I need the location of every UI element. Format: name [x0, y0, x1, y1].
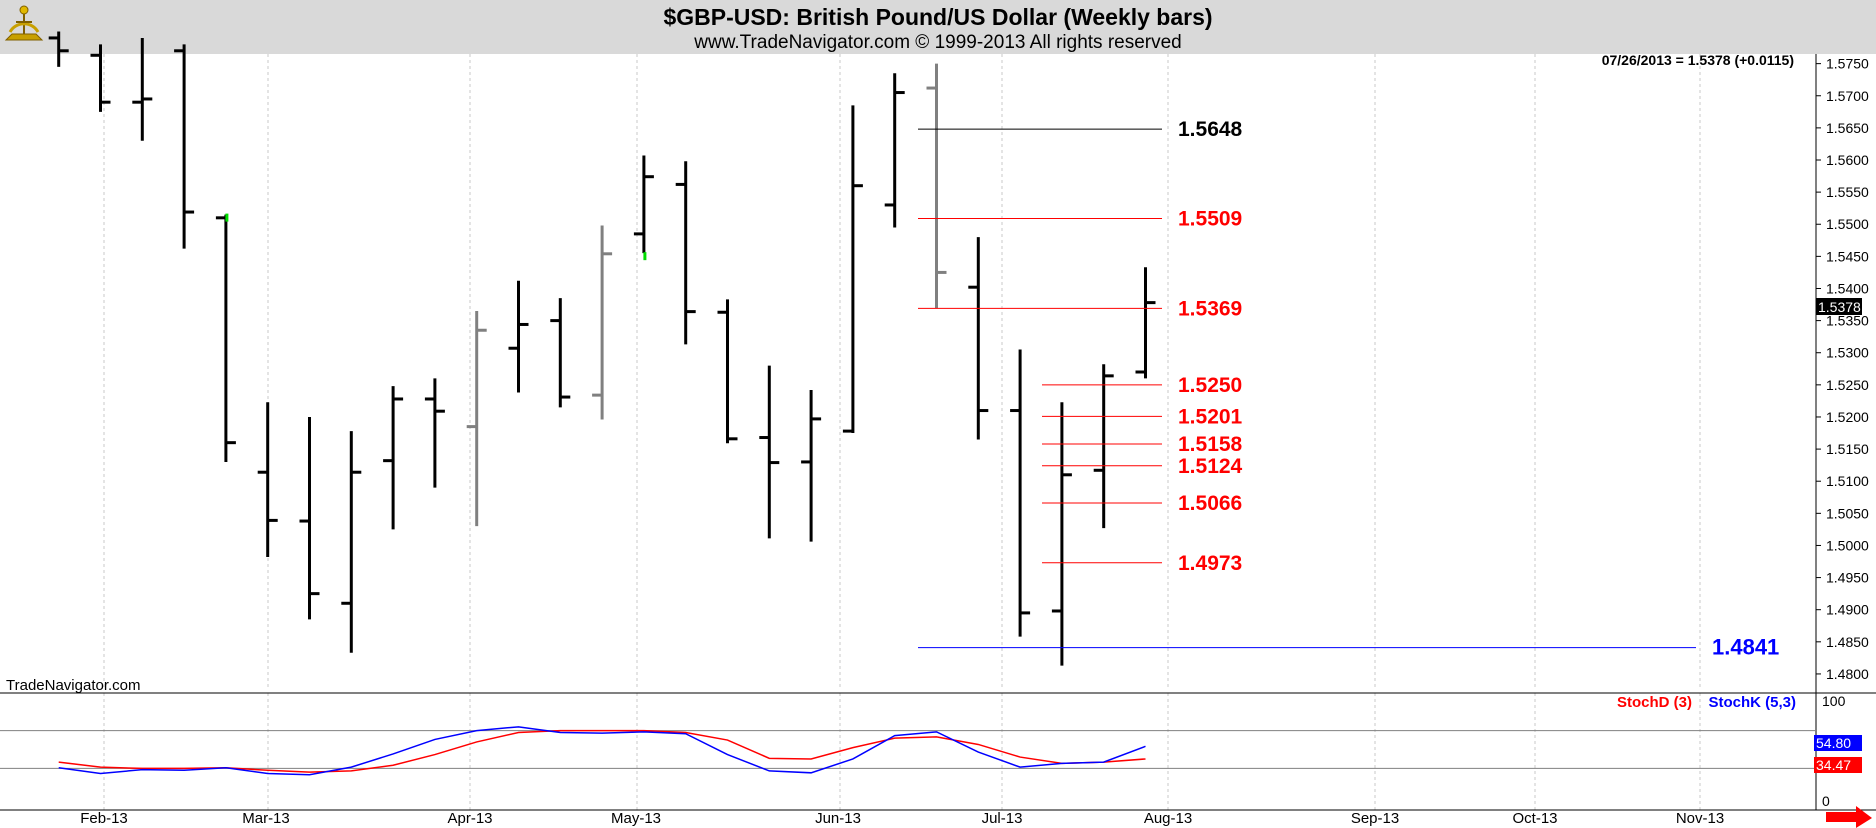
stochk-line	[58, 726, 1146, 776]
sextant-logo-icon	[4, 5, 44, 41]
date-axis-label: Feb-13	[80, 810, 128, 827]
stochk-legend: StochK (5,3)	[1708, 694, 1796, 711]
price-tick-label: 1.5000	[1826, 537, 1869, 553]
level-label: 1.5124	[1178, 455, 1243, 478]
last-price-tag: 1.5378	[1818, 299, 1861, 315]
stoch-tick-100: 100	[1822, 693, 1846, 709]
price-axis: 1.4800 1.4850 1.4900 1.4950 1.5000 1.5050 1.51…	[0, 54, 1876, 694]
date-axis-label: Nov-13	[1676, 810, 1724, 827]
price-tick-label: 1.5200	[1826, 409, 1869, 425]
price-tick-label: 1.4900	[1826, 602, 1869, 618]
level-label: 1.5250	[1178, 374, 1242, 397]
chart-header: $GBP-USD: British Pound/US Dollar (Weekl…	[0, 0, 1876, 54]
level-label: 1.5158	[1178, 433, 1243, 456]
price-bars	[48, 31, 1156, 666]
price-tick-label: 1.5300	[1826, 345, 1869, 361]
price-tick-label: 1.5150	[1826, 441, 1869, 457]
stochastic-panel	[0, 693, 1817, 810]
date-axis-label: Oct-13	[1512, 810, 1557, 827]
date-axis-label: Jun-13	[815, 810, 861, 827]
stoch-tick-0: 0	[1822, 793, 1830, 809]
price-tick-label: 1.5550	[1826, 184, 1869, 200]
level-label: 1.5648	[1178, 118, 1243, 141]
price-tick-label: 1.5650	[1826, 120, 1869, 136]
price-tick-label: 1.5050	[1826, 505, 1869, 521]
date-axis-label: May-13	[611, 810, 661, 827]
date-axis: Feb-13 Mar-13 Apr-13 May-13 Jun-13 Jul-13 Aug-…	[0, 809, 1876, 827]
price-tick-label: 1.5700	[1826, 88, 1869, 104]
chart-title: $GBP-USD: British Pound/US Dollar (Weekl…	[663, 4, 1213, 30]
price-tick-label: 1.5450	[1826, 248, 1869, 264]
watermark-text: TradeNavigator.com	[6, 677, 141, 694]
price-tick-label: 1.5100	[1826, 473, 1869, 489]
date-axis-label: Aug-13	[1144, 810, 1192, 827]
price-tick-label: 1.5750	[1826, 56, 1869, 72]
stochd-legend: StochD (3)	[1617, 694, 1692, 711]
price-tick-label: 1.5500	[1826, 216, 1869, 232]
level-lines: 1.5648 1.5509 1.5369 1.5250 1.5201 1.51581.51…	[918, 118, 1779, 660]
date-axis-label: Sep-13	[1351, 810, 1399, 827]
level-label: 1.5201	[1178, 405, 1243, 428]
last-price-tag-bg	[1816, 298, 1862, 315]
stochk-value-tag: 54.80	[1816, 735, 1851, 751]
stochk-value-tag-bg	[1814, 735, 1862, 751]
last-quote-readout: 07/26/2013 = 1.5378 (+0.0115)	[1602, 52, 1794, 68]
date-axis-label: Apr-13	[447, 810, 492, 827]
price-tick-label: 1.4950	[1826, 570, 1869, 586]
level-label: 1.4973	[1178, 552, 1242, 575]
scroll-right-arrow-icon[interactable]	[1826, 806, 1872, 828]
stochd-value-tag-bg	[1814, 757, 1862, 773]
price-tick-label: 1.5400	[1826, 280, 1869, 296]
level-label: 1.5066	[1178, 492, 1242, 515]
stochd-value-tag: 34.47	[1816, 757, 1851, 773]
price-tick-label: 1.5350	[1826, 313, 1869, 329]
date-axis-label: Mar-13	[242, 810, 290, 827]
level-label: 1.5509	[1178, 207, 1242, 230]
level-label: 1.5369	[1178, 297, 1242, 320]
price-tick-label: 1.4850	[1826, 634, 1869, 650]
price-tick-label: 1.5600	[1826, 152, 1869, 168]
date-axis-label: Jul-13	[982, 810, 1023, 827]
chart-grid	[103, 54, 1701, 810]
chart-subtitle: www.TradeNavigator.com © 1999-2013 All r…	[694, 32, 1182, 53]
price-tick-label: 1.5250	[1826, 377, 1869, 393]
price-tick-label: 1.4800	[1826, 666, 1869, 682]
level-label: 1.4841	[1712, 635, 1779, 660]
stochd-line	[58, 729, 1146, 773]
